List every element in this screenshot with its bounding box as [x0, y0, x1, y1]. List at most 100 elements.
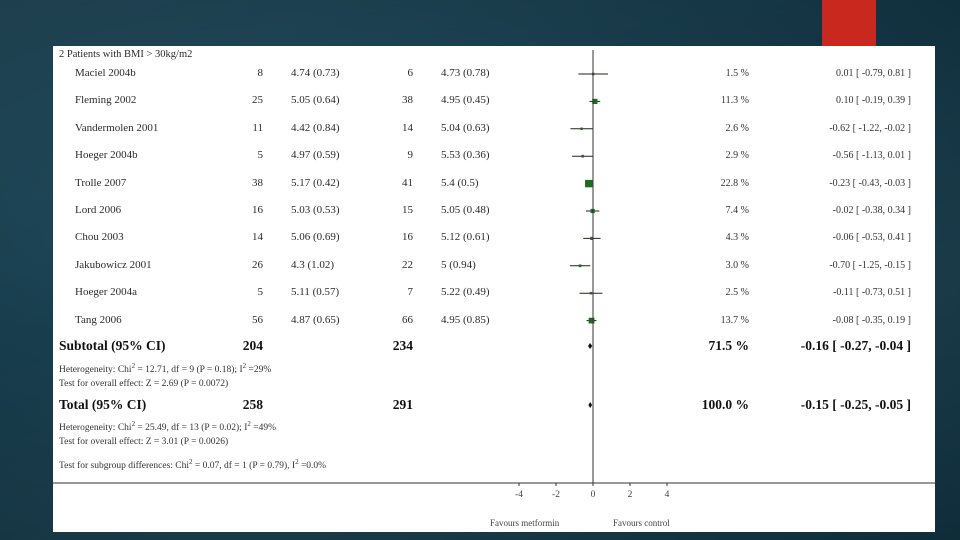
- study-name: Chou 2003: [75, 231, 124, 244]
- total-ci: -0.15 [ -0.25, -0.05 ]: [800, 397, 911, 412]
- control-n: 14: [402, 121, 413, 134]
- study-ci: -0.62 [ -1.22, -0.02 ]: [829, 122, 911, 134]
- metformin-n: 11: [252, 121, 263, 134]
- study-ci: -0.11 [ -0.73, 0.51 ]: [833, 287, 911, 299]
- x-axis-tick-label: 4: [664, 490, 670, 500]
- control-n: 6: [407, 67, 414, 79]
- study-name: Hoeger 2004b: [75, 149, 138, 162]
- metformin-n: 56: [252, 313, 263, 326]
- metformin-n: 26: [252, 258, 263, 271]
- study-name: Hoeger 2004a: [75, 286, 138, 299]
- subtotal-ci: -0.16 [ -0.27, -0.04 ]: [800, 338, 911, 353]
- control-mean-sd: 5.12 (0.61): [441, 231, 490, 244]
- subgroup-differences-test: Test for subgroup differences: Chi2 = 0.…: [59, 458, 327, 472]
- total-overall-effect: Test for overall effect: Z = 3.01 (P = 0…: [59, 437, 229, 447]
- study-weight: 2.5 %: [725, 287, 749, 299]
- subtotal-diamond: [588, 343, 593, 349]
- x-axis-tick-label: -4: [515, 490, 523, 500]
- effect-marker: [589, 291, 593, 295]
- study-ci: -0.02 [ -0.38, 0.34 ]: [832, 205, 911, 216]
- study-ci: 0.01 [ -0.79, 0.81 ]: [836, 68, 911, 79]
- metformin-mean-sd: 5.03 (0.53): [291, 204, 340, 216]
- control-n: 22: [402, 258, 413, 271]
- subtotal-label: Subtotal (95% CI): [59, 338, 166, 353]
- effect-marker: [581, 154, 584, 158]
- subtotal-metformin-n: 204: [242, 338, 263, 353]
- total-label: Total (95% CI): [59, 397, 147, 412]
- x-axis-tick-label: 0: [590, 490, 596, 500]
- control-mean-sd: 4.95 (0.85): [441, 313, 490, 326]
- metformin-mean-sd: 4.74 (0.73): [291, 67, 340, 79]
- metformin-mean-sd: 4.87 (0.65): [291, 313, 340, 326]
- x-axis-tick-label: 2: [627, 490, 633, 500]
- control-n: 38: [402, 94, 413, 107]
- effect-marker: [590, 236, 594, 241]
- subtotal-control-n: 234: [392, 338, 413, 353]
- metformin-n: 16: [252, 204, 263, 216]
- study-ci: -0.08 [ -0.35, 0.19 ]: [832, 314, 911, 326]
- control-n: 7: [407, 286, 414, 299]
- forest-plot-svg: [53, 50, 935, 486]
- control-mean-sd: 5.05 (0.48): [441, 204, 490, 216]
- study-name: Tang 2006: [75, 313, 122, 326]
- subtotal-weight: 71.5 %: [708, 338, 750, 353]
- study-weight: 11.3 %: [721, 95, 749, 107]
- study-name: Trolle 2007: [75, 176, 127, 189]
- control-n: 41: [402, 176, 413, 189]
- study-weight: 2.6 %: [725, 122, 749, 134]
- effect-marker: [578, 264, 582, 268]
- total-heterogeneity: Heterogeneity: Chi2 = 25.49, df = 13 (P …: [59, 420, 277, 434]
- control-mean-sd: 4.95 (0.45): [441, 94, 490, 107]
- metformin-n: 8: [257, 67, 264, 79]
- study-weight: 4.3 %: [725, 232, 749, 244]
- study-ci: -0.06 [ -0.53, 0.41 ]: [832, 232, 911, 244]
- study-weight: 2.9 %: [725, 150, 749, 162]
- study-ci: 0.10 [ -0.19, 0.39 ]: [836, 95, 911, 107]
- control-mean-sd: 5.4 (0.5): [441, 176, 479, 189]
- favours-metformin-label: Favours metformin: [490, 518, 560, 528]
- study-weight: 3.0 %: [725, 259, 749, 271]
- effect-marker: [592, 98, 598, 105]
- control-mean-sd: 5 (0.94): [441, 258, 476, 271]
- control-n: 16: [402, 231, 413, 244]
- study-ci: -0.56 [ -1.13, 0.01 ]: [832, 150, 911, 162]
- control-mean-sd: 5.53 (0.36): [441, 149, 490, 162]
- metformin-n: 38: [252, 176, 263, 189]
- metformin-n: 5: [257, 286, 264, 299]
- metformin-n: 5: [257, 149, 264, 162]
- subtotal-overall-effect: Test for overall effect: Z = 2.69 (P = 0…: [59, 379, 229, 389]
- total-diamond: [588, 402, 593, 408]
- study-ci: -0.70 [ -1.25, -0.15 ]: [829, 259, 911, 271]
- metformin-n: 25: [252, 94, 263, 107]
- study-name: Jakubowicz 2001: [75, 258, 152, 271]
- study-name: Fleming 2002: [75, 94, 137, 107]
- study-weight: 1.5 %: [725, 68, 749, 79]
- study-weight: 22.8 %: [720, 177, 749, 189]
- total-weight: 100.0 %: [701, 397, 749, 412]
- effect-marker: [588, 317, 595, 324]
- effect-marker: [580, 127, 583, 131]
- metformin-n: 14: [252, 231, 263, 244]
- control-n: 9: [407, 149, 414, 162]
- study-weight: 13.7 %: [720, 314, 749, 326]
- effect-marker: [585, 179, 593, 188]
- subgroup-heading: 2 Patients with BMI > 30kg/m2: [59, 49, 193, 60]
- control-n: 15: [402, 204, 413, 216]
- metformin-mean-sd: 4.42 (0.84): [291, 121, 340, 134]
- control-mean-sd: 4.73 (0.78): [441, 67, 490, 79]
- study-name: Vandermolen 2001: [75, 121, 159, 134]
- total-control-n: 291: [392, 397, 413, 412]
- control-n: 66: [402, 313, 413, 326]
- x-axis-tick-label: -2: [552, 490, 560, 500]
- metformin-mean-sd: 4.97 (0.59): [291, 149, 340, 162]
- favours-control-label: Favours control: [613, 518, 670, 528]
- study-weight: 7.4 %: [725, 205, 749, 216]
- total-metformin-n: 258: [242, 397, 263, 412]
- metformin-mean-sd: 5.05 (0.64): [291, 94, 340, 107]
- metformin-mean-sd: 5.17 (0.42): [291, 176, 340, 189]
- accent-block: [822, 0, 876, 46]
- study-name: Lord 2006: [75, 204, 122, 216]
- control-mean-sd: 5.22 (0.49): [441, 286, 490, 299]
- metformin-mean-sd: 5.06 (0.69): [291, 231, 340, 244]
- metformin-mean-sd: 4.3 (1.02): [291, 258, 335, 271]
